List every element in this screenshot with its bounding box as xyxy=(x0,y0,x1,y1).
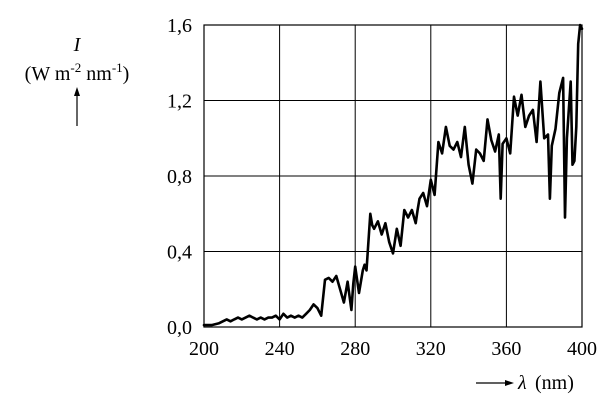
data-series-line xyxy=(202,23,584,327)
x-axis-symbol: λ xyxy=(517,372,527,394)
y-tick-label: 0,4 xyxy=(167,242,192,264)
y-tick-label: 0,8 xyxy=(167,166,192,188)
x-axis-unit: (nm) xyxy=(535,372,574,394)
y-tick-label: 1,6 xyxy=(167,15,192,37)
y-axis-arrow-icon xyxy=(74,87,80,126)
y-axis-unit: (W m-2 nm-1) xyxy=(25,60,130,85)
x-tick-label: 240 xyxy=(265,338,295,360)
x-axis-arrow-icon xyxy=(476,380,514,386)
x-tick-label: 360 xyxy=(491,338,521,360)
y-tick-label: 0,0 xyxy=(167,317,192,339)
x-tick-labels: 200 240 280 320 360 400 xyxy=(189,338,597,360)
y-axis-symbol: I xyxy=(73,34,82,56)
y-tick-labels: 0,0 0,4 0,8 1,2 1,6 xyxy=(167,15,192,339)
x-tick-label: 280 xyxy=(340,338,370,360)
plot-frame xyxy=(203,24,583,328)
grid-lines xyxy=(203,24,583,328)
x-tick-label: 200 xyxy=(189,338,219,360)
x-tick-label: 400 xyxy=(567,338,597,360)
y-tick-label: 1,2 xyxy=(167,91,192,113)
x-tick-label: 320 xyxy=(416,338,446,360)
